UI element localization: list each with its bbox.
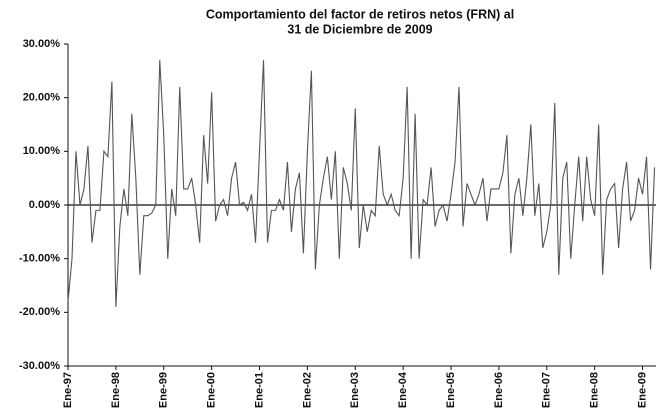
x-tick-label: Ene-06 <box>493 372 505 408</box>
x-tick-label: Ene-07 <box>541 372 553 408</box>
y-tick-label: -20.00% <box>19 306 60 318</box>
y-tick-label: -10.00% <box>19 253 60 265</box>
x-tick-label: Ene-99 <box>158 372 170 408</box>
y-tick-label: -30.00% <box>19 360 60 372</box>
x-tick-label: Ene-97 <box>62 372 74 408</box>
x-tick-label: Ene-09 <box>636 372 648 408</box>
x-tick-label: Ene-01 <box>253 372 265 408</box>
chart-title: 31 de Diciembre de 2009 <box>287 22 432 36</box>
y-tick-label: 0.00% <box>29 199 60 211</box>
y-tick-label: 10.00% <box>23 145 61 157</box>
x-tick-label: Ene-02 <box>301 372 313 408</box>
y-tick-label: 30.00% <box>23 38 61 50</box>
x-tick-label: Ene-00 <box>206 372 218 408</box>
x-tick-label: Ene-03 <box>349 372 361 408</box>
x-tick-label: Ene-08 <box>589 372 601 408</box>
x-tick-label: Ene-98 <box>110 372 122 408</box>
x-tick-label: Ene-05 <box>445 372 457 408</box>
x-tick-label: Ene-04 <box>397 371 409 408</box>
y-tick-label: 20.00% <box>23 92 61 104</box>
data-line <box>67 60 656 307</box>
chart-title: Comportamiento del factor de retiros net… <box>206 7 514 21</box>
